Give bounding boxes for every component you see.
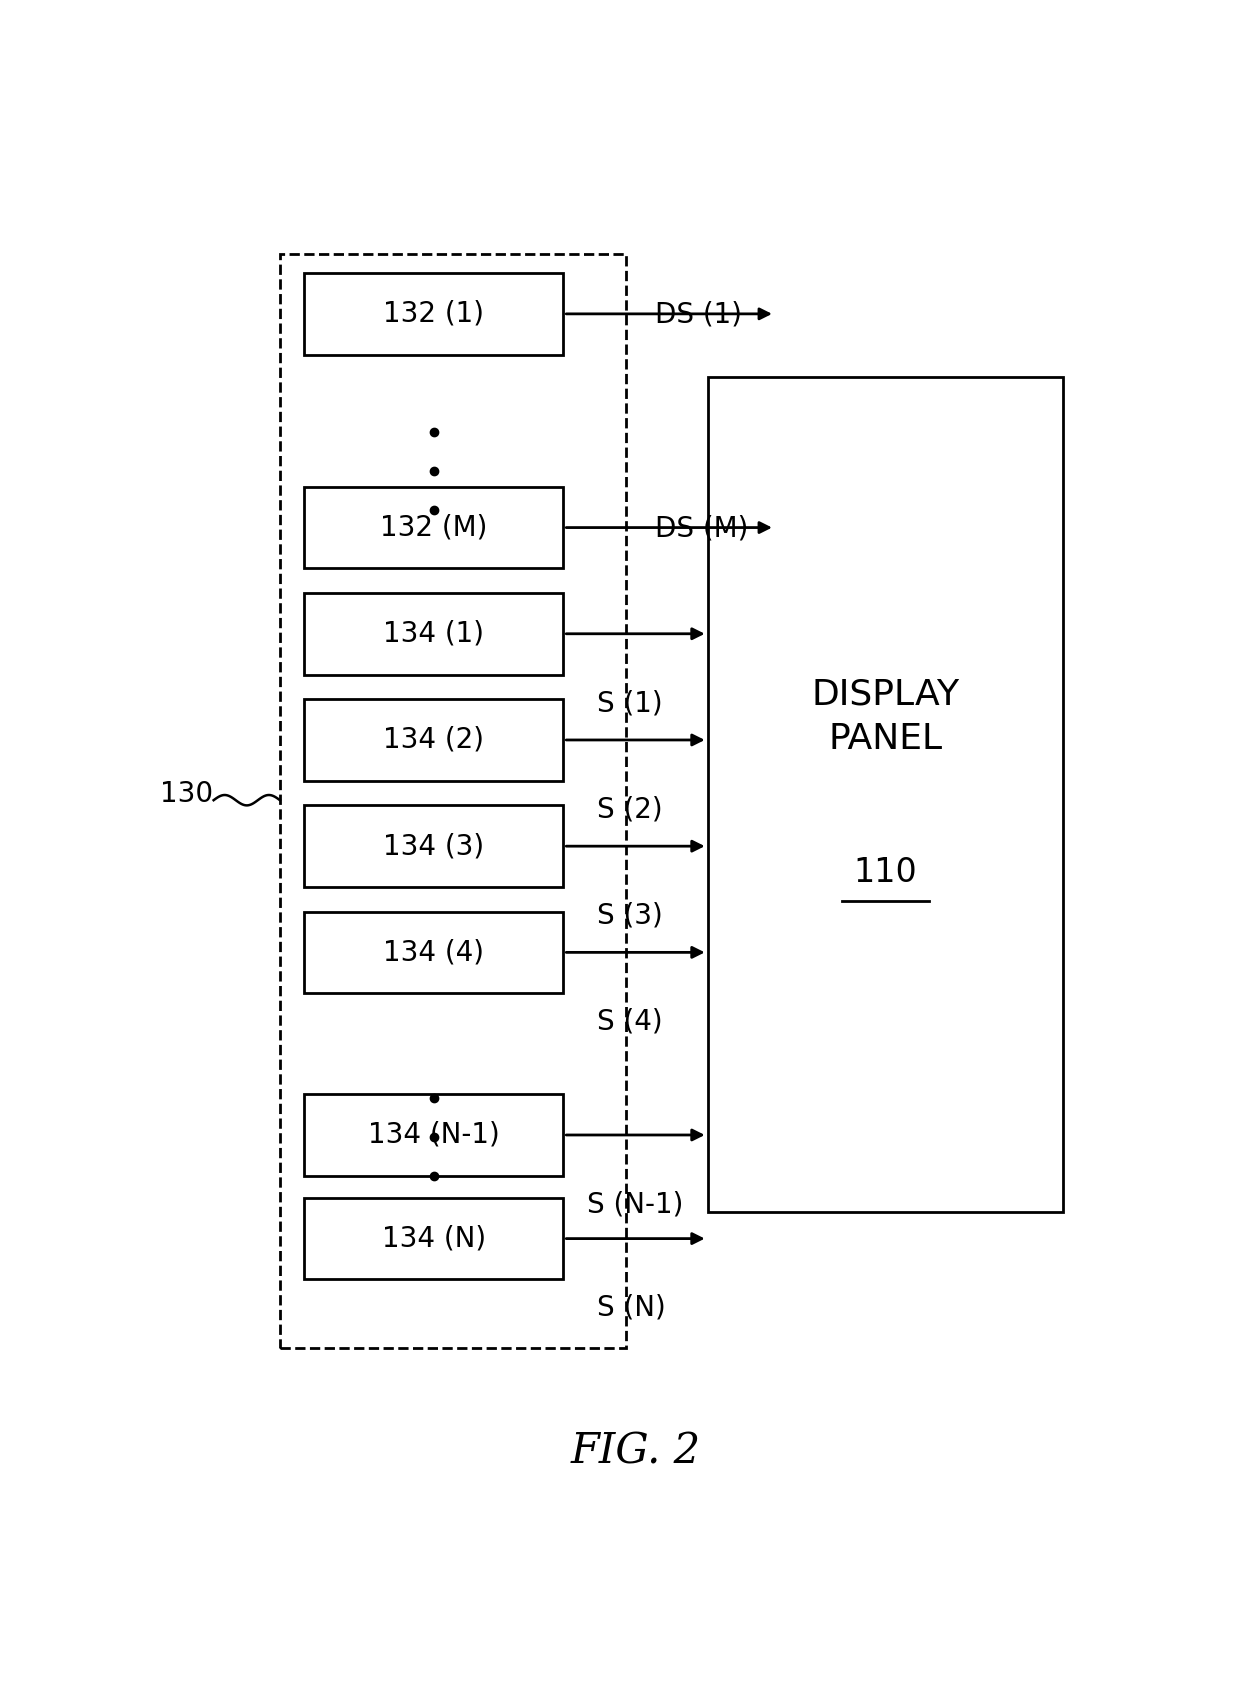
Text: 134 (N-1): 134 (N-1) — [368, 1120, 500, 1149]
Text: S (2): S (2) — [596, 796, 662, 822]
Text: S (3): S (3) — [596, 902, 663, 930]
Text: 134 (N): 134 (N) — [382, 1224, 486, 1253]
Text: S (4): S (4) — [596, 1008, 662, 1036]
Text: 110: 110 — [853, 856, 918, 888]
Text: DS (1): DS (1) — [655, 301, 742, 328]
Text: S (1): S (1) — [596, 690, 662, 717]
Text: DS (M): DS (M) — [655, 515, 748, 542]
Bar — [304, 486, 563, 569]
Text: FIG. 2: FIG. 2 — [570, 1431, 701, 1473]
Text: DISPLAY
PANEL: DISPLAY PANEL — [811, 678, 960, 755]
Text: 132 (M): 132 (M) — [379, 513, 487, 542]
Bar — [280, 254, 626, 1347]
Text: 134 (3): 134 (3) — [383, 833, 485, 860]
Text: S (N-1): S (N-1) — [588, 1191, 683, 1218]
Bar — [304, 272, 563, 355]
Text: 130: 130 — [160, 780, 213, 807]
Text: S (N): S (N) — [596, 1293, 666, 1322]
Bar — [304, 1198, 563, 1280]
Text: 132 (1): 132 (1) — [383, 299, 484, 328]
Bar — [708, 377, 1063, 1213]
Bar — [304, 700, 563, 780]
Text: 134 (1): 134 (1) — [383, 619, 484, 648]
Text: 134 (2): 134 (2) — [383, 727, 484, 754]
Text: 134 (4): 134 (4) — [383, 939, 484, 967]
Bar — [304, 1095, 563, 1176]
Bar — [304, 594, 563, 674]
Bar — [304, 806, 563, 886]
Bar — [304, 912, 563, 992]
